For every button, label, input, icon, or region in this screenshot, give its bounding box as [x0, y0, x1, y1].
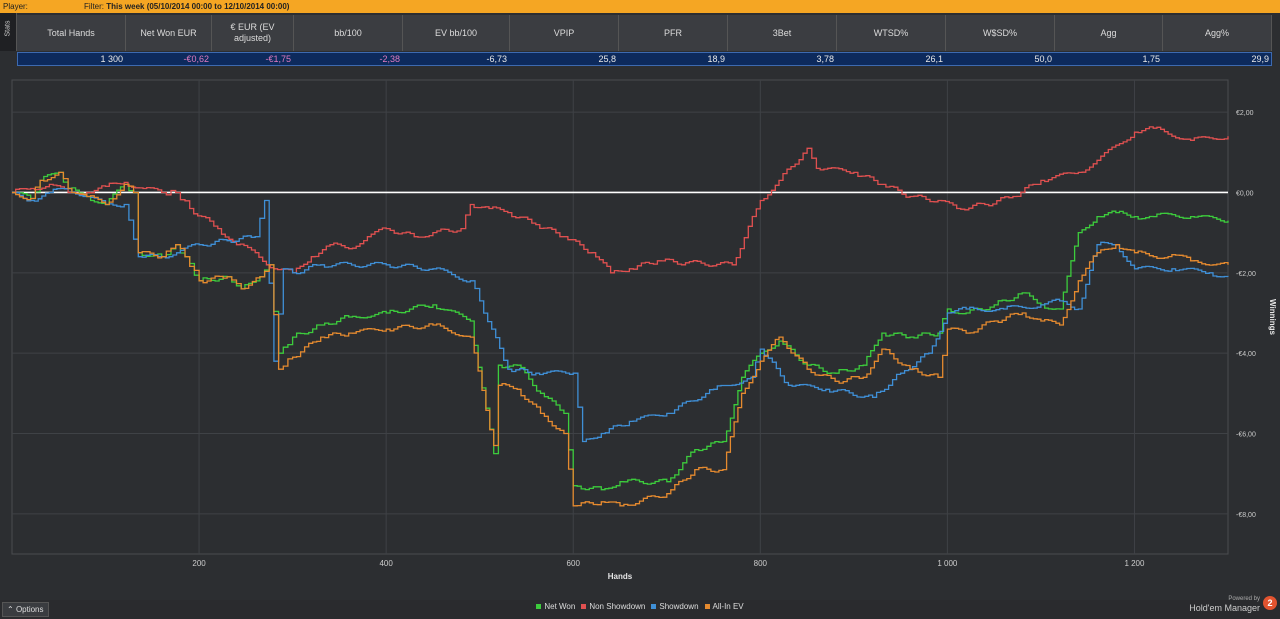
stat-header-3[interactable]: bb/100: [294, 15, 403, 51]
y-tick-label: -€8,00: [1236, 512, 1256, 519]
stats-tab-label: Stats: [4, 20, 12, 37]
legend-swatch: [581, 604, 587, 610]
stat-value-10: 1,75: [1142, 54, 1160, 64]
stat-value-4: -6,73: [486, 54, 507, 64]
legend-label: Net Won: [544, 602, 576, 611]
chart-legend: Net Won Non Showdown Showdown All-In EV: [0, 600, 1280, 613]
brand-name: Hold'em Manager: [1189, 603, 1260, 613]
options-label: Options: [15, 605, 44, 614]
filter-value: This week (05/10/2014 00:00 to 12/10/201…: [106, 2, 290, 11]
legend-item-showdown[interactable]: Showdown: [651, 600, 699, 613]
powered-by-label: Powered by: [1228, 596, 1260, 602]
legend-item-non-showdown[interactable]: Non Showdown: [581, 600, 645, 613]
legend-swatch: [536, 604, 542, 610]
series-line-net-won: [12, 171, 1229, 491]
x-tick-label: 1 200: [1124, 559, 1145, 568]
series-line-all-in-ev: [12, 171, 1229, 507]
x-tick-label: 400: [379, 559, 393, 568]
stats-header-row: Total Hands Net Won EUR € EUR (EV adjusted…: [17, 15, 1272, 51]
legend-item-all-in-ev[interactable]: All-In EV: [704, 600, 744, 613]
powered-by: Powered by Hold'em Manager: [1189, 596, 1260, 614]
stat-header-0[interactable]: Total Hands: [17, 15, 126, 51]
legend-swatch: [651, 604, 657, 610]
legend-item-net-won[interactable]: Net Won: [536, 600, 575, 613]
stat-header-11[interactable]: Agg%: [1163, 15, 1272, 51]
stat-header-2[interactable]: € EUR (EV adjusted): [212, 15, 294, 51]
y-tick-label: -€4,00: [1236, 351, 1256, 358]
legend-label: All-In EV: [712, 602, 744, 611]
stat-value-3: -2,38: [379, 54, 400, 64]
stat-value-0: 1 300: [100, 54, 123, 64]
legend-label: Non Showdown: [589, 602, 646, 611]
stat-value-7: 3,78: [816, 54, 834, 64]
x-tick-label: 200: [192, 559, 206, 568]
stat-header-7[interactable]: 3Bet: [728, 15, 837, 51]
winnings-chart-svg: 200 400 600 800 1 000 1 200 €2,00 €0,00 -€2,00 -€…: [11, 79, 1277, 581]
x-tick-label: 600: [567, 559, 581, 568]
plot-area: [11, 79, 1229, 555]
options-button[interactable]: ⌃ Options: [2, 602, 49, 617]
stat-header-8[interactable]: WTSD%: [837, 15, 946, 51]
stat-value-11: 29,9: [1251, 54, 1269, 64]
winnings-graph: 200 400 600 800 1 000 1 200 €2,00 €0,00 -€2,00 -€…: [0, 70, 1280, 600]
stat-value-5: 25,8: [598, 54, 616, 64]
stat-value-1: -€0,62: [183, 54, 209, 64]
stat-value-9: 50,0: [1034, 54, 1052, 64]
y-tick-label: -€2,00: [1236, 271, 1256, 278]
stats-values-row[interactable]: 1 300 -€0,62 -€1,75 -2,38 -6,73 25,8 18,9 3,78 2…: [17, 52, 1272, 66]
player-label: Player:: [3, 2, 28, 11]
filter-bar: Player: Filter: This week (05/10/2014 00…: [0, 0, 1280, 13]
stat-header-4[interactable]: EV bb/100: [403, 15, 510, 51]
stat-value-6: 18,9: [707, 54, 725, 64]
legend-label: Showdown: [659, 602, 699, 611]
y-tick-label: -€6,00: [1236, 431, 1256, 438]
y-tick-label: €0,00: [1236, 190, 1254, 197]
stat-header-5[interactable]: VPIP: [510, 15, 619, 51]
stats-side-tab[interactable]: Stats: [0, 13, 17, 51]
stat-value-8: 26,1: [925, 54, 943, 64]
legend-swatch: [704, 604, 710, 610]
series-line-showdown: [12, 187, 1229, 443]
hm2-logo-icon: 2: [1263, 596, 1277, 610]
y-tick-label: €2,00: [1236, 110, 1254, 117]
stat-value-2: -€1,75: [265, 54, 291, 64]
x-tick-label: 1 000: [937, 559, 958, 568]
bottom-bar: Net Won Non Showdown Showdown All-In EV ⌃ O…: [0, 596, 1280, 619]
filter-label[interactable]: Filter: This week (05/10/2014 00:00 to 1…: [84, 0, 289, 13]
y-axis-label: Winnings: [1268, 299, 1277, 335]
stat-header-10[interactable]: Agg: [1055, 15, 1163, 51]
x-axis-label: Hands: [608, 572, 633, 581]
stat-header-1[interactable]: Net Won EUR: [126, 15, 212, 51]
filter-label-text: Filter:: [84, 2, 104, 11]
stat-header-9[interactable]: W$SD%: [946, 15, 1055, 51]
stat-header-6[interactable]: PFR: [619, 15, 728, 51]
series-line-non-showdown: [12, 126, 1229, 274]
x-tick-label: 800: [754, 559, 768, 568]
